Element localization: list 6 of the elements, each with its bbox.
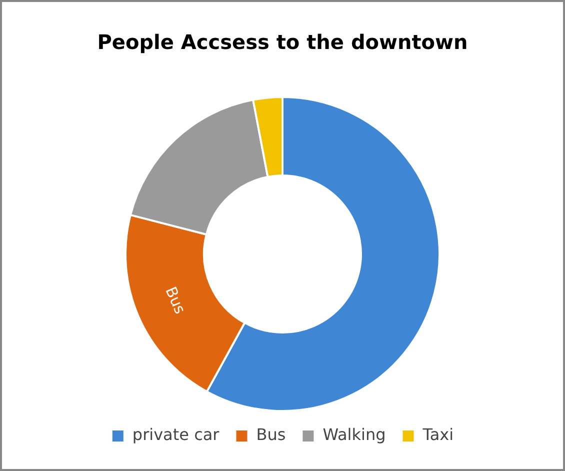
- legend-label: Taxi: [422, 425, 454, 444]
- data-label: Bus: [162, 284, 190, 317]
- legend-label: Bus: [256, 425, 286, 444]
- chart-title: People Accsess to the downtown: [97, 30, 468, 54]
- legend-label: Walking: [322, 425, 386, 444]
- legend-label: private car: [132, 425, 220, 444]
